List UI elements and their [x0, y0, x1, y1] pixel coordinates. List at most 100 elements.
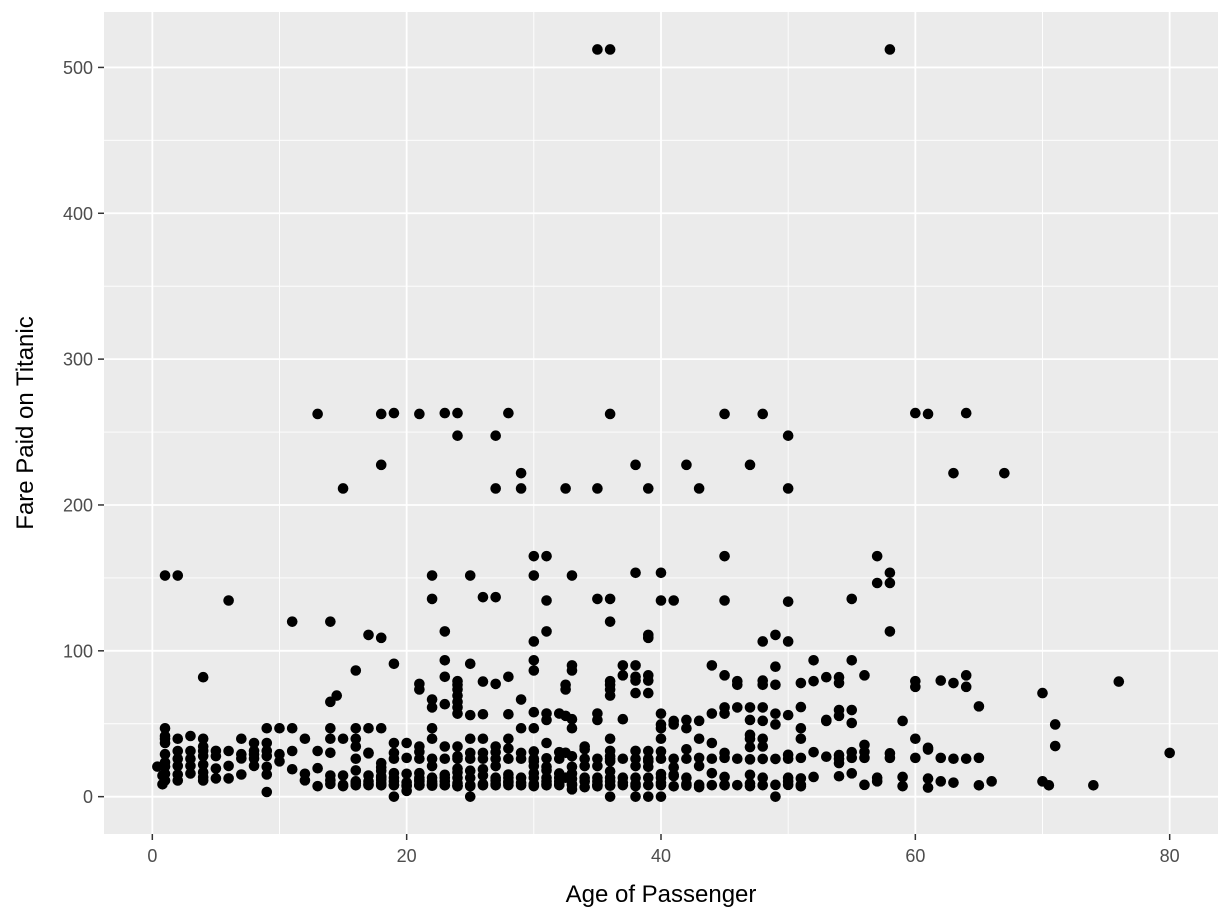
data-point — [197, 671, 209, 683]
data-point — [541, 737, 552, 749]
data-point — [795, 733, 807, 745]
data-point — [477, 763, 489, 775]
data-point — [719, 747, 730, 759]
data-point — [477, 778, 489, 790]
data-point — [261, 769, 273, 780]
data-point — [706, 708, 718, 719]
x-axis-title: Age of Passenger — [566, 881, 757, 908]
data-point — [744, 769, 756, 781]
data-point — [846, 654, 858, 666]
data-point — [541, 595, 552, 606]
data-point — [732, 679, 743, 691]
y-tick-label: 100 — [63, 641, 93, 661]
data-point — [464, 765, 476, 777]
data-point — [286, 745, 298, 757]
data-point — [782, 636, 794, 647]
data-point — [910, 752, 921, 764]
data-point — [642, 483, 654, 494]
x-tick-label: 20 — [397, 846, 417, 866]
data-point — [808, 771, 819, 783]
data-point — [452, 430, 463, 441]
data-point — [426, 694, 438, 705]
data-point — [363, 748, 374, 759]
data-point — [757, 779, 769, 791]
data-point — [286, 722, 298, 734]
data-point — [757, 408, 769, 420]
data-point — [630, 567, 641, 579]
data-point — [719, 670, 730, 681]
data-point — [757, 753, 769, 765]
data-point — [490, 678, 501, 690]
data-point — [312, 745, 323, 757]
data-point — [503, 753, 514, 765]
data-point — [859, 670, 870, 681]
data-point — [325, 616, 336, 627]
y-tick-label: 500 — [63, 58, 93, 78]
data-point — [782, 709, 794, 721]
data-point — [871, 550, 883, 562]
data-point — [236, 733, 247, 745]
data-point — [452, 763, 463, 774]
data-point — [770, 679, 781, 691]
data-point — [719, 408, 730, 420]
data-point — [617, 713, 629, 725]
data-point — [770, 708, 781, 719]
data-point — [706, 737, 718, 749]
data-point — [528, 550, 540, 562]
data-point — [630, 459, 641, 471]
data-point — [490, 772, 501, 784]
data-point — [808, 675, 819, 687]
data-point — [464, 747, 476, 759]
data-point — [528, 706, 540, 718]
data-point — [248, 745, 260, 757]
data-point — [782, 749, 794, 761]
data-point — [490, 430, 501, 441]
data-point — [172, 760, 184, 772]
data-point — [948, 753, 959, 765]
data-point — [719, 771, 730, 783]
data-point — [274, 722, 285, 734]
data-point — [515, 747, 527, 759]
data-point — [604, 408, 616, 420]
data-point — [706, 660, 718, 671]
data-point — [426, 753, 438, 765]
data-point — [833, 704, 845, 716]
data-point — [897, 771, 908, 783]
data-point — [477, 747, 489, 759]
data-point — [185, 768, 196, 779]
data-point — [210, 745, 222, 757]
data-point — [363, 722, 374, 734]
data-point — [172, 775, 184, 786]
data-point — [426, 760, 438, 772]
data-point — [808, 746, 819, 758]
data-point — [159, 748, 171, 760]
data-point — [1164, 747, 1175, 759]
data-point — [579, 772, 590, 784]
data-point — [821, 751, 832, 763]
data-point — [706, 767, 718, 779]
data-point — [426, 733, 438, 745]
data-point — [833, 677, 845, 689]
data-point — [999, 467, 1010, 479]
data-point — [821, 714, 832, 726]
data-point — [388, 407, 400, 419]
data-point — [490, 746, 501, 758]
data-point — [566, 713, 578, 725]
data-point — [617, 772, 629, 784]
data-point — [757, 636, 769, 647]
data-point — [566, 722, 578, 734]
data-point — [414, 408, 425, 420]
data-point — [719, 550, 730, 562]
data-point — [592, 772, 603, 784]
data-point — [503, 407, 514, 419]
data-point — [363, 629, 374, 641]
data-point — [592, 760, 603, 772]
data-point — [490, 760, 501, 772]
data-point — [401, 777, 412, 788]
tick-labels: 0 20 40 60 80 0 100 200 300 400 500 — [63, 58, 1180, 866]
data-point — [439, 741, 451, 752]
data-point — [159, 722, 171, 734]
data-point — [331, 690, 343, 701]
data-point — [566, 665, 578, 676]
data-point — [884, 626, 896, 637]
